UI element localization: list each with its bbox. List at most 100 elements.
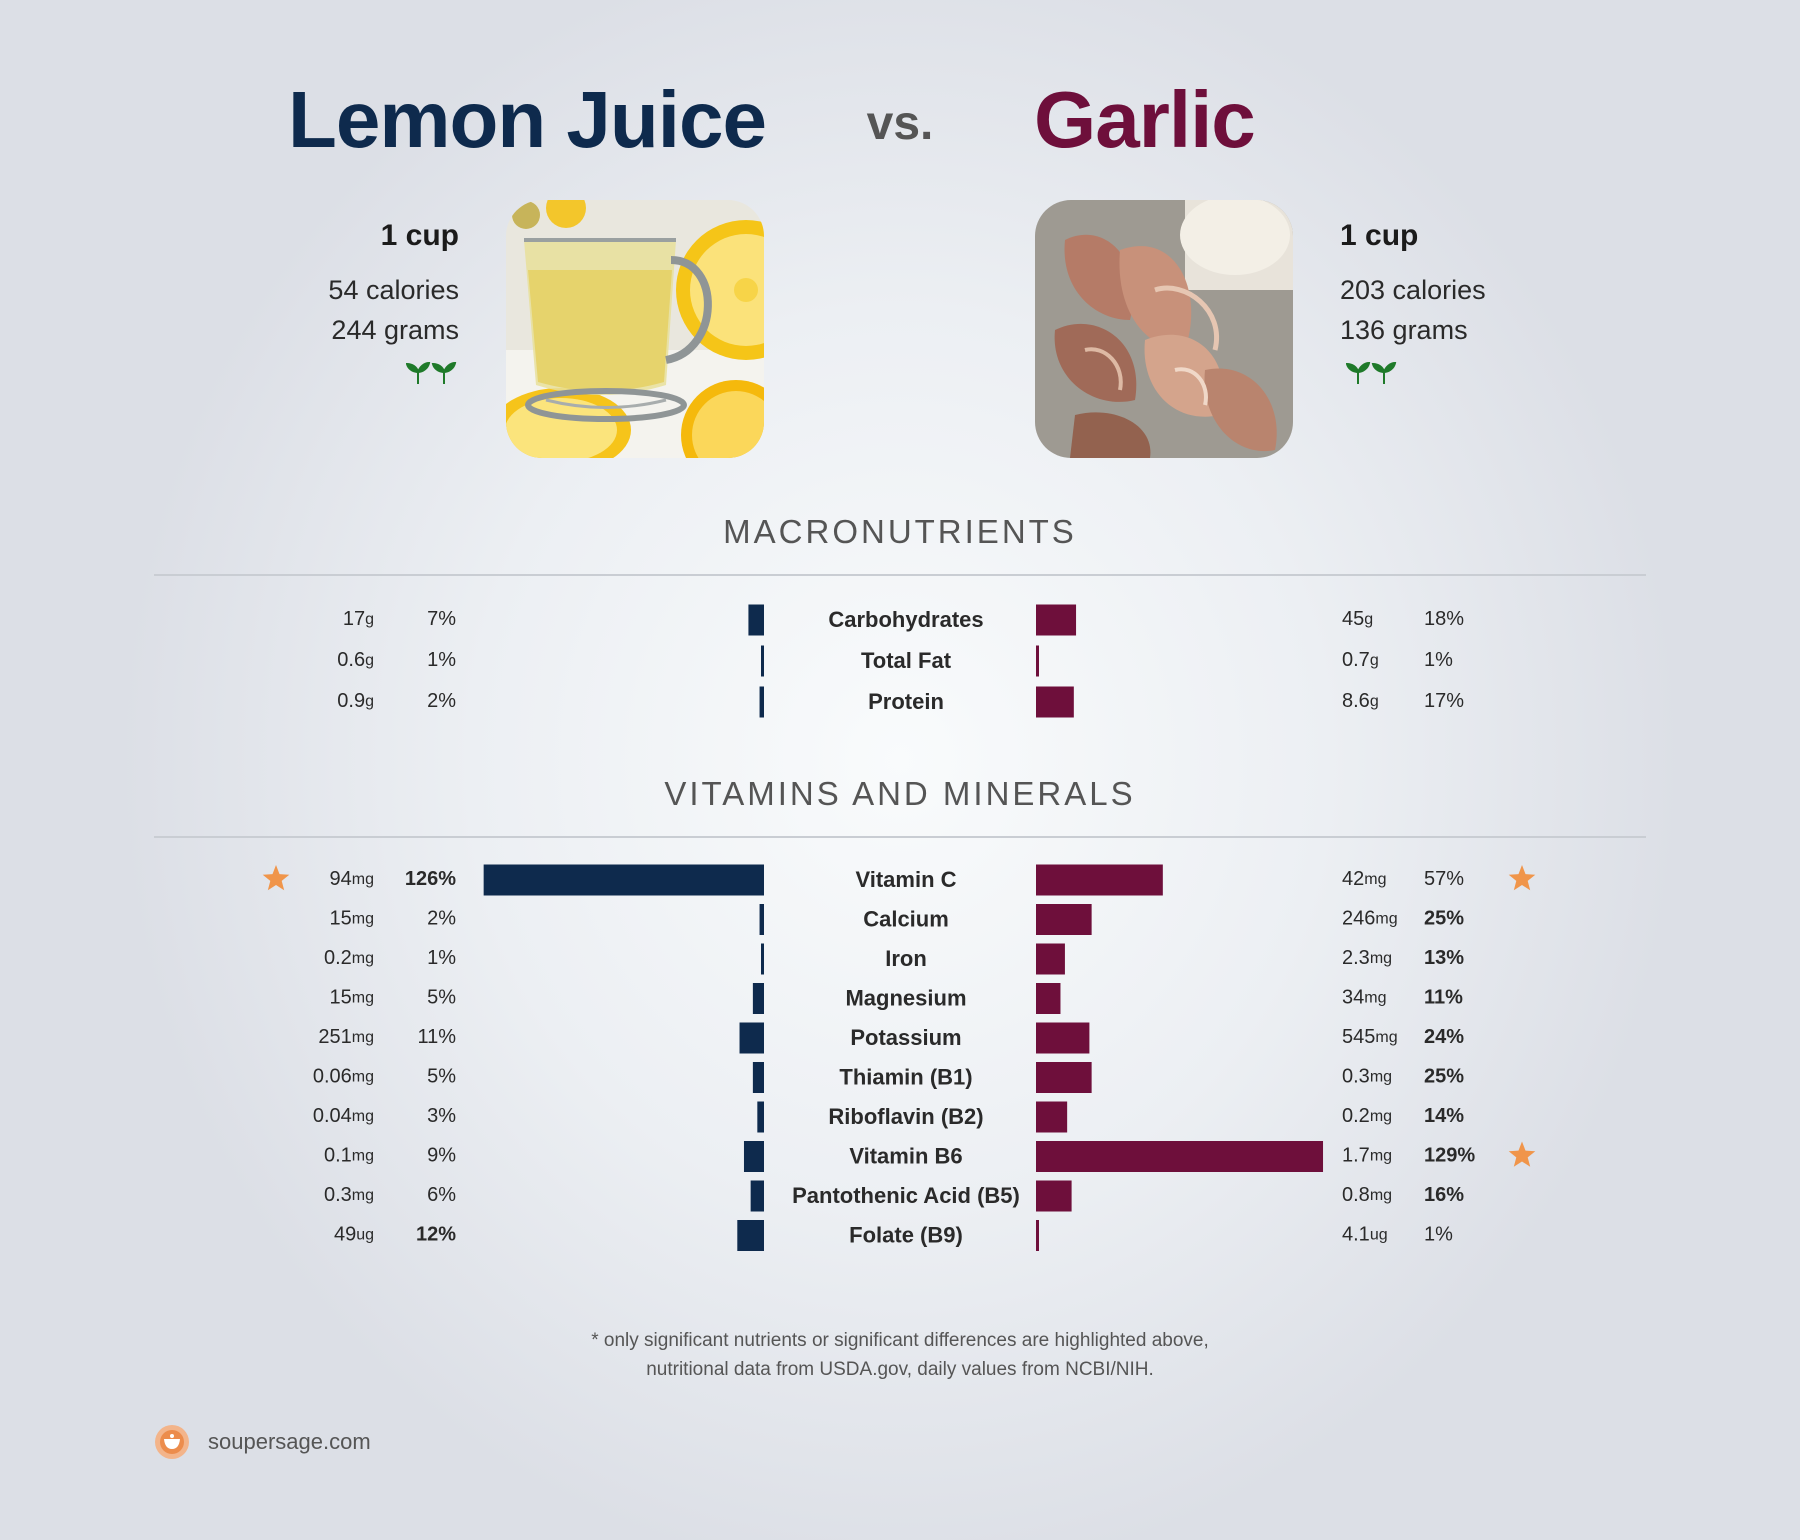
soupersage-logo-icon xyxy=(155,1425,189,1459)
lemon-daily-value-carbohydrates: 7% xyxy=(427,608,456,630)
vitamins-divider xyxy=(154,836,1646,838)
bar-lemon-riboflavin-b2 xyxy=(757,1101,764,1133)
lemon-amount-riboflavin-b2: 0.04mg xyxy=(313,1105,374,1127)
plant-based-sprout-icon xyxy=(1346,361,1397,384)
garlic-amount-iron: 2.3mg xyxy=(1342,947,1392,969)
garlic-amount-protein: 8.6g xyxy=(1342,690,1379,712)
left-food-title: Lemon Juice xyxy=(287,75,767,164)
bar-garlic-vitamin-b6 xyxy=(1036,1141,1324,1172)
highlight-star-icon xyxy=(262,865,290,891)
garlic-amount-thiamin-b1: 0.3mg xyxy=(1342,1066,1392,1088)
garlic-amount-vitamin-c: 42mg xyxy=(1342,868,1386,890)
vs-label: vs. xyxy=(866,97,934,150)
nutrient-label-thiamin-b1: Thiamin (B1) xyxy=(839,1064,972,1089)
lemon-amount-magnesium: 15mg xyxy=(330,987,374,1009)
garlic-daily-value-potassium: 24% xyxy=(1424,1026,1464,1048)
nutrient-label-iron: Iron xyxy=(885,946,927,971)
left-grams: 244 grams xyxy=(331,315,459,345)
bar-garlic-vitamin-c xyxy=(1036,864,1163,896)
bar-lemon-potassium xyxy=(739,1022,764,1054)
lemon-amount-iron: 0.2mg xyxy=(324,947,374,969)
lemon-daily-value-pantothenic-acid-b5: 6% xyxy=(427,1184,456,1206)
brand[interactable]: soupersage.com xyxy=(154,1424,371,1460)
bar-garlic-riboflavin-b2 xyxy=(1036,1101,1068,1133)
bar-garlic-potassium xyxy=(1036,1022,1090,1054)
garlic-amount-calcium: 246mg xyxy=(1342,908,1398,930)
right-calories: 203 calories xyxy=(1340,275,1486,305)
right-serving: 1 cup xyxy=(1340,219,1419,252)
nutrient-label-calcium: Calcium xyxy=(863,906,949,931)
left-serving: 1 cup xyxy=(380,219,459,252)
lemon-daily-value-total-fat: 1% xyxy=(427,649,456,671)
highlight-star-icon xyxy=(1508,865,1536,891)
lemon-daily-value-folate-b9: 12% xyxy=(416,1224,456,1246)
nutrient-label-folate-b9: Folate (B9) xyxy=(849,1222,963,1247)
lemon-daily-value-calcium: 2% xyxy=(427,908,456,930)
garlic-amount-folate-b9: 4.1ug xyxy=(1342,1224,1388,1246)
bar-lemon-thiamin-b1 xyxy=(752,1062,764,1093)
lemon-daily-value-thiamin-b1: 5% xyxy=(427,1066,456,1088)
nutrient-label-vitamin-b6: Vitamin B6 xyxy=(849,1143,962,1168)
lemon-daily-value-iron: 1% xyxy=(427,947,456,969)
garlic-daily-value-protein: 17% xyxy=(1424,690,1464,712)
lemon-daily-value-riboflavin-b2: 3% xyxy=(427,1105,456,1127)
garlic-daily-value-total-fat: 1% xyxy=(1424,649,1453,671)
garlic-daily-value-vitamin-c: 57% xyxy=(1424,868,1464,890)
garlic-amount-carbohydrates: 45g xyxy=(1342,608,1373,630)
bar-lemon-pantothenic-acid-b5 xyxy=(750,1180,764,1212)
nutrient-label-pantothenic-acid-b5: Pantothenic Acid (B5) xyxy=(792,1183,1020,1208)
garlic-amount-potassium: 545mg xyxy=(1342,1026,1398,1048)
bar-lemon-folate-b9 xyxy=(737,1220,764,1251)
lemon-amount-vitamin-c: 94mg xyxy=(330,868,374,890)
highlight-star-icon xyxy=(1508,1141,1536,1167)
garlic-photo xyxy=(1035,200,1293,458)
lemon-amount-vitamin-b6: 0.1mg xyxy=(324,1145,374,1167)
lemon-juice-photo xyxy=(506,200,764,458)
garlic-daily-value-carbohydrates: 18% xyxy=(1424,608,1464,630)
lemon-amount-protein: 0.9g xyxy=(337,690,374,712)
nutrient-label-magnesium: Magnesium xyxy=(845,985,966,1010)
garlic-amount-vitamin-b6: 1.7mg xyxy=(1342,1145,1392,1167)
lemon-daily-value-protein: 2% xyxy=(427,690,456,712)
bar-lemon-vitamin-c xyxy=(483,864,764,896)
lemon-daily-value-vitamin-c: 126% xyxy=(405,868,456,890)
garlic-daily-value-iron: 13% xyxy=(1424,947,1464,969)
right-grams: 136 grams xyxy=(1340,315,1468,345)
macronutrients-heading: MACRONUTRIENTS xyxy=(723,513,1077,550)
macronutrients-divider xyxy=(154,574,1646,576)
garlic-daily-value-folate-b9: 1% xyxy=(1424,1224,1453,1246)
nutrient-label-protein: Protein xyxy=(868,689,944,714)
bar-garlic-calcium xyxy=(1036,904,1092,935)
bar-lemon-vitamin-b6 xyxy=(743,1141,764,1172)
bar-garlic-protein xyxy=(1036,686,1074,718)
plant-based-sprout-icon xyxy=(406,361,457,384)
bar-garlic-thiamin-b1 xyxy=(1036,1062,1092,1093)
lemon-amount-calcium: 15mg xyxy=(330,908,374,930)
nutrient-label-potassium: Potassium xyxy=(850,1025,961,1050)
right-food-title: Garlic xyxy=(1034,75,1256,164)
lemon-daily-value-vitamin-b6: 9% xyxy=(427,1145,456,1167)
bar-garlic-iron xyxy=(1036,943,1065,975)
left-calories: 54 calories xyxy=(328,275,459,305)
nutrient-label-carbohydrates: Carbohydrates xyxy=(828,607,983,632)
lemon-amount-potassium: 251mg xyxy=(318,1026,374,1048)
garlic-daily-value-magnesium: 11% xyxy=(1424,987,1463,1009)
bar-lemon-calcium xyxy=(759,904,764,935)
bar-lemon-iron xyxy=(761,943,764,975)
garlic-amount-pantothenic-acid-b5: 0.8mg xyxy=(1342,1184,1392,1206)
footnote-line-1: * only significant nutrients or signific… xyxy=(591,1330,1209,1351)
bar-lemon-magnesium xyxy=(752,983,764,1014)
garlic-daily-value-pantothenic-acid-b5: 16% xyxy=(1424,1184,1464,1206)
vitamins-heading: VITAMINS AND MINERALS xyxy=(664,775,1136,812)
bar-garlic-folate-b9 xyxy=(1036,1220,1039,1251)
bar-garlic-carbohydrates xyxy=(1036,604,1077,636)
lemon-amount-thiamin-b1: 0.06mg xyxy=(313,1066,374,1088)
footnote: * only significant nutrients or signific… xyxy=(0,1326,1800,1384)
lemon-amount-total-fat: 0.6g xyxy=(337,649,374,671)
lemon-amount-folate-b9: 49ug xyxy=(334,1224,374,1246)
bar-garlic-magnesium xyxy=(1036,983,1061,1014)
lemon-amount-pantothenic-acid-b5: 0.3mg xyxy=(324,1184,374,1206)
nutrient-label-total-fat: Total Fat xyxy=(861,648,952,673)
lemon-amount-carbohydrates: 17g xyxy=(343,608,374,630)
footnote-line-2: nutritional data from USDA.gov, daily va… xyxy=(646,1359,1154,1380)
